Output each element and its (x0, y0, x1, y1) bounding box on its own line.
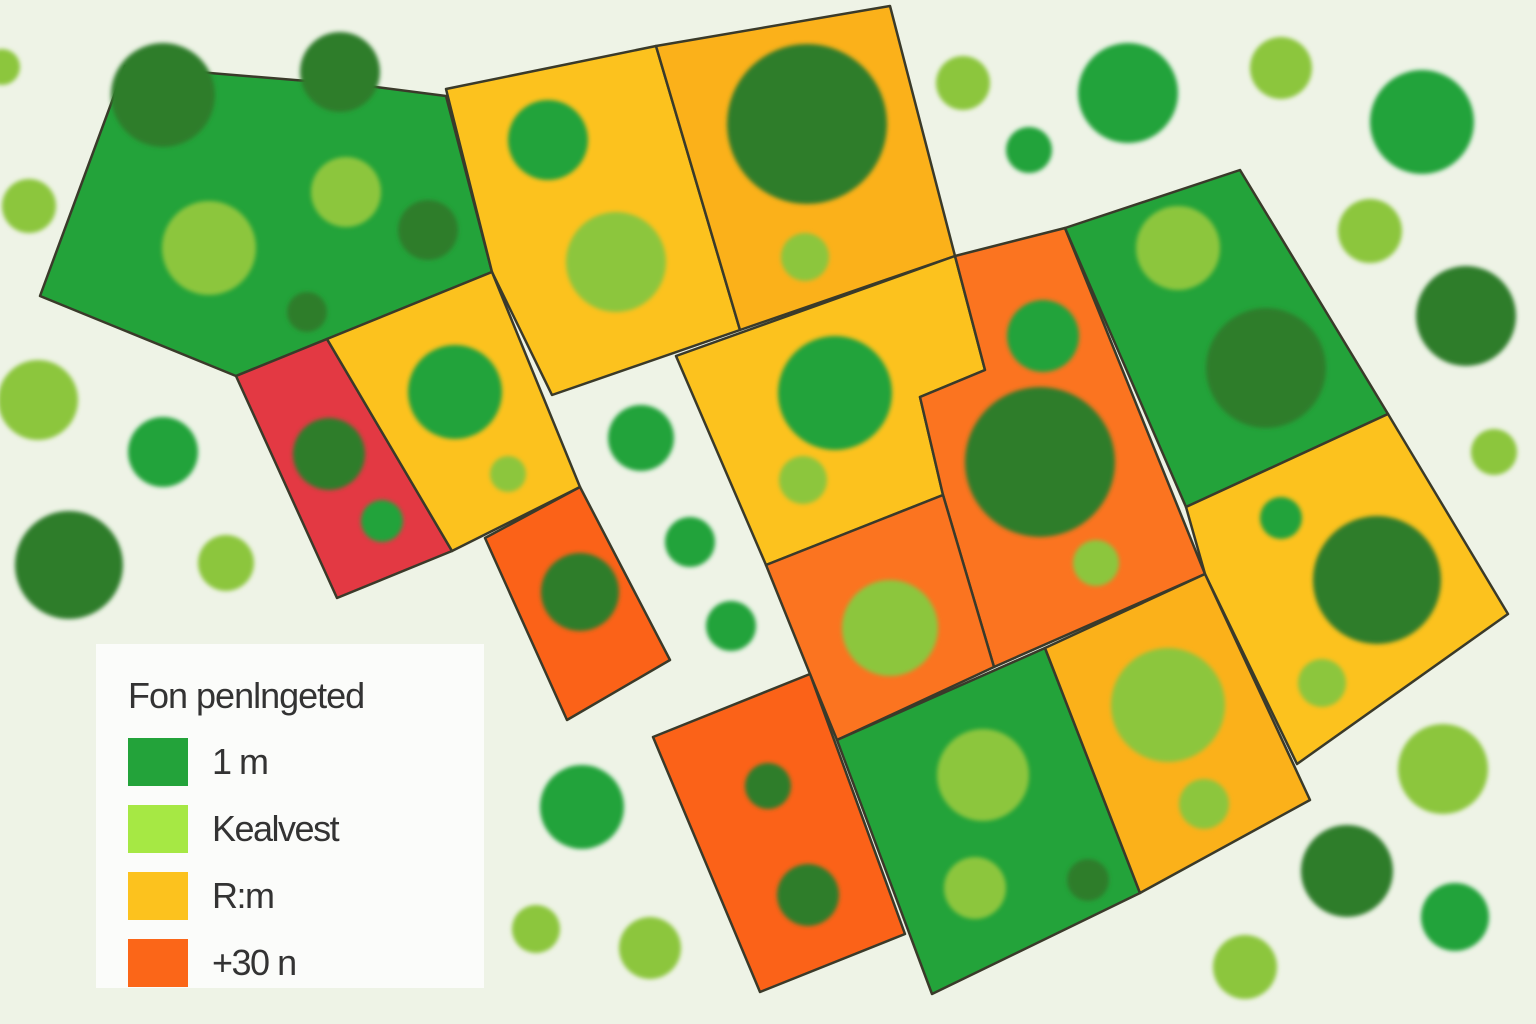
legend-item: Kealvest (128, 803, 484, 855)
legend-item: +30 n (128, 937, 484, 989)
tree (1078, 43, 1178, 143)
legend-swatch (128, 738, 188, 786)
tree (944, 857, 1006, 919)
legend-swatch (128, 872, 188, 920)
tree (361, 500, 403, 542)
tree (1250, 37, 1312, 99)
tree (779, 456, 827, 504)
tree (300, 32, 380, 112)
tree (1007, 300, 1079, 372)
legend-label: Kealvest (212, 808, 340, 849)
tree (2, 179, 56, 233)
tree (781, 233, 829, 281)
tree (965, 387, 1115, 537)
tree (311, 157, 381, 227)
tree (608, 405, 674, 471)
tree (1213, 935, 1277, 999)
tree (745, 763, 791, 809)
tree (540, 765, 624, 849)
legend-item: R:m (128, 870, 484, 922)
tree (111, 43, 215, 147)
tree (1471, 429, 1517, 475)
tree (1073, 540, 1119, 586)
tree (1421, 883, 1489, 951)
tree (936, 56, 990, 110)
tree (128, 417, 198, 487)
tree (566, 212, 666, 312)
legend-title: Fon penlngeted (128, 675, 365, 716)
tree (15, 511, 123, 619)
tree (398, 200, 458, 260)
legend-swatch (128, 939, 188, 987)
tree (665, 517, 715, 567)
tree (1206, 308, 1326, 428)
tree (1260, 497, 1302, 539)
tree (727, 44, 887, 204)
tree (937, 729, 1029, 821)
tree (619, 917, 681, 979)
tree (1111, 648, 1225, 762)
legend-label: R:m (212, 875, 275, 916)
legend-item: 1 m (128, 736, 484, 788)
tree (778, 336, 892, 450)
tree (1067, 859, 1109, 901)
tree (0, 49, 20, 85)
trees (0, 32, 1517, 999)
plot-orange-south (651, 672, 907, 994)
tree (287, 292, 327, 332)
tree (0, 360, 78, 440)
tree (1301, 825, 1393, 917)
tree (490, 456, 526, 492)
tree (1179, 779, 1229, 829)
tree (198, 535, 254, 591)
tree (293, 418, 365, 490)
legend-label: 1 m (212, 741, 269, 782)
tree (842, 580, 938, 676)
tree (162, 201, 256, 295)
tree (706, 601, 756, 651)
tree (1006, 127, 1052, 173)
tree (512, 905, 560, 953)
tree (1416, 266, 1516, 366)
tree (1313, 516, 1441, 644)
tree (1298, 659, 1346, 707)
tree (541, 553, 619, 631)
legend-swatch (128, 805, 188, 853)
tree (1338, 199, 1402, 263)
map-legend: Fon penlngeted 1 m Kealvest R:m +30 n (96, 644, 484, 988)
tree (1370, 70, 1474, 174)
tree (408, 345, 502, 439)
tree (1136, 206, 1220, 290)
tree (777, 864, 839, 926)
tree (1398, 724, 1488, 814)
tree (508, 100, 588, 180)
legend-label: +30 n (212, 942, 297, 983)
